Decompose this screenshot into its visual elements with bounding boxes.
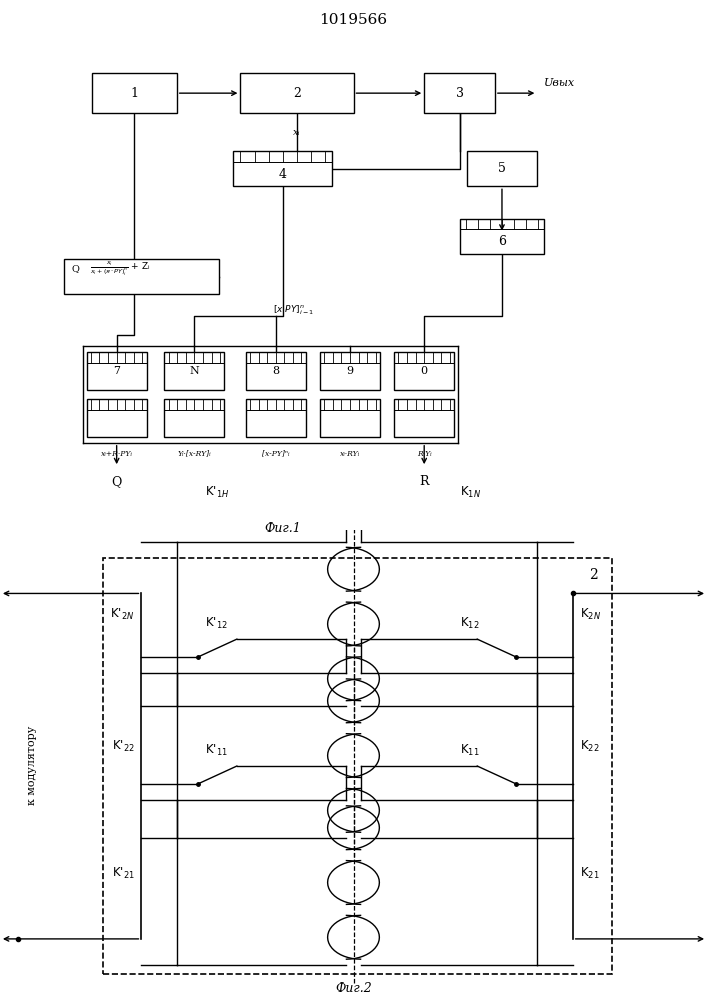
Text: K'$_{22}$: K'$_{22}$ bbox=[112, 739, 134, 754]
Text: 8: 8 bbox=[272, 366, 279, 376]
Text: 7: 7 bbox=[113, 366, 120, 376]
Bar bbox=[320, 399, 380, 437]
Text: Фиг.2: Фиг.2 bbox=[335, 982, 372, 995]
Text: Uвых: Uвых bbox=[544, 78, 575, 88]
Text: K$_{11}$: K$_{11}$ bbox=[460, 743, 479, 758]
Bar bbox=[87, 399, 147, 437]
Bar bbox=[320, 352, 380, 390]
Bar bbox=[92, 73, 177, 113]
Bar bbox=[87, 352, 147, 390]
Text: Фиг.1: Фиг.1 bbox=[264, 522, 301, 535]
Text: xᵢ: xᵢ bbox=[293, 128, 301, 137]
Text: K'$_{11}$: K'$_{11}$ bbox=[205, 743, 228, 758]
Text: K$_{22}$: K$_{22}$ bbox=[580, 739, 600, 754]
Text: K$_{1N}$: K$_{1N}$ bbox=[460, 484, 481, 500]
Text: K$_{21}$: K$_{21}$ bbox=[580, 866, 600, 881]
Text: 2: 2 bbox=[293, 87, 301, 100]
Text: Q: Q bbox=[71, 265, 79, 274]
Bar bbox=[246, 399, 306, 437]
Text: 2: 2 bbox=[590, 568, 598, 582]
Text: $[x{\cdot}PY]^n_{i-1}$: $[x{\cdot}PY]^n_{i-1}$ bbox=[273, 304, 314, 317]
Text: K$_{12}$: K$_{12}$ bbox=[460, 616, 479, 631]
Text: 9: 9 bbox=[346, 366, 354, 376]
Bar bbox=[164, 399, 225, 437]
Text: K'$_{2N}$: K'$_{2N}$ bbox=[110, 607, 134, 622]
Text: N: N bbox=[189, 366, 199, 376]
Bar bbox=[395, 352, 454, 390]
Text: Q: Q bbox=[112, 475, 122, 488]
Bar bbox=[460, 219, 544, 254]
Text: к модулятору: к модулятору bbox=[27, 725, 37, 805]
Text: xᵢ·RYᵢ: xᵢ·RYᵢ bbox=[340, 450, 360, 458]
Text: 3: 3 bbox=[455, 87, 464, 100]
Bar bbox=[246, 352, 306, 390]
Bar bbox=[240, 73, 354, 113]
Text: 1: 1 bbox=[130, 87, 139, 100]
Text: 6: 6 bbox=[498, 235, 506, 248]
Bar bbox=[467, 151, 537, 186]
Text: R: R bbox=[419, 475, 429, 488]
Bar bbox=[395, 399, 454, 437]
Bar bbox=[103, 558, 612, 974]
Text: 5: 5 bbox=[498, 162, 506, 175]
Bar bbox=[64, 259, 219, 294]
Bar bbox=[164, 352, 225, 390]
Text: 0: 0 bbox=[421, 366, 428, 376]
Text: Yᵢ·[x-RY]ᵢ: Yᵢ·[x-RY]ᵢ bbox=[177, 450, 211, 458]
Text: K'$_{1H}$: K'$_{1H}$ bbox=[205, 484, 229, 500]
Text: 4: 4 bbox=[279, 168, 287, 181]
Text: K$_{2N}$: K$_{2N}$ bbox=[580, 607, 601, 622]
Text: R·Yᵢ: R·Yᵢ bbox=[417, 450, 431, 458]
Bar bbox=[233, 151, 332, 186]
Text: 1019566: 1019566 bbox=[320, 13, 387, 27]
Text: xᵢ+R·PYᵢ: xᵢ+R·PYᵢ bbox=[100, 450, 133, 458]
Text: [x-PY]ⁿᵢ: [x-PY]ⁿᵢ bbox=[262, 450, 289, 458]
Bar bbox=[424, 73, 495, 113]
Text: $\frac{x_i}{x_i+(я\cdot PY)^n_i}$ + Zᵢ: $\frac{x_i}{x_i+(я\cdot PY)^n_i}$ + Zᵢ bbox=[90, 260, 151, 278]
Text: K'$_{12}$: K'$_{12}$ bbox=[205, 616, 228, 631]
Text: K'$_{21}$: K'$_{21}$ bbox=[112, 866, 134, 881]
